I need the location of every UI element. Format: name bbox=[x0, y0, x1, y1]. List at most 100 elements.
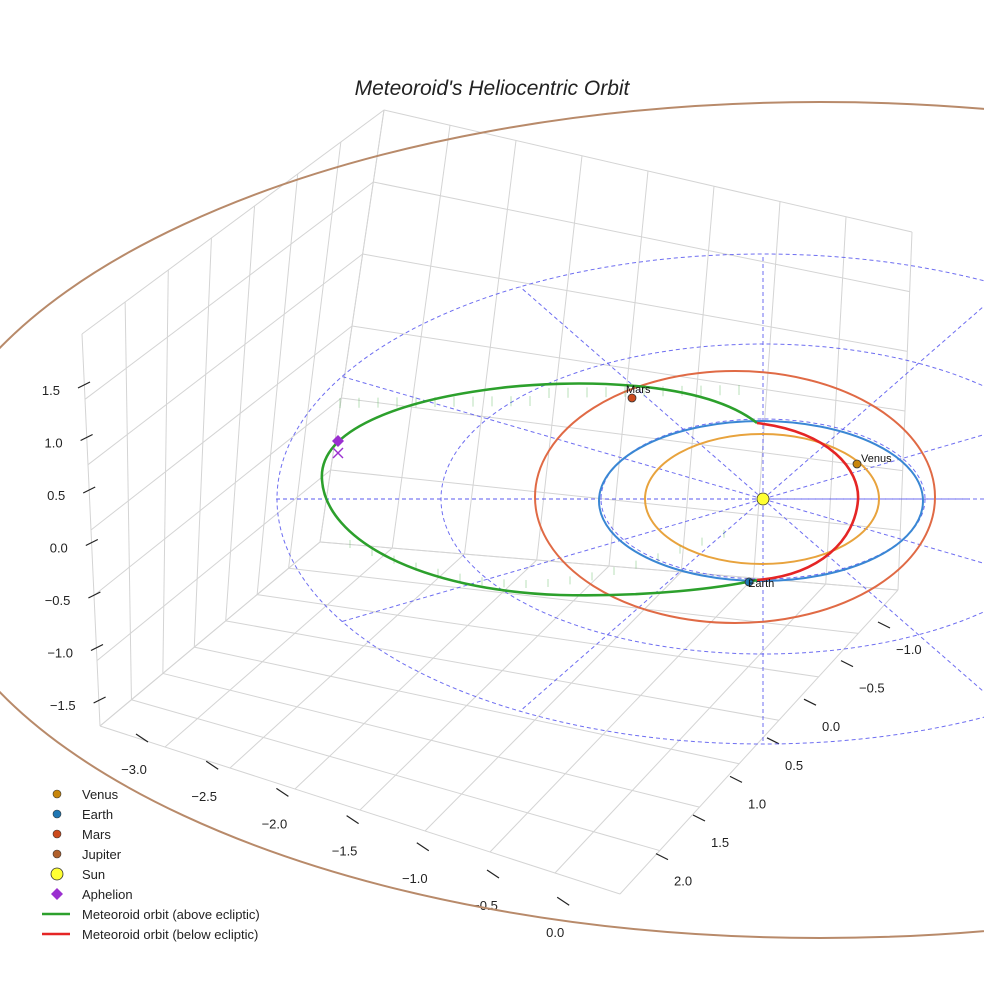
x-axis-tick-mark bbox=[486, 869, 500, 879]
y-axis-tick-label: 1.5 bbox=[711, 835, 729, 850]
left-wall-vertical-gridline bbox=[288, 141, 342, 569]
left-wall-vertical-gridline bbox=[225, 205, 256, 621]
x-axis-tick-mark bbox=[556, 896, 570, 906]
left-wall-horizontal-gridline bbox=[84, 181, 374, 400]
legend-label: Mars bbox=[82, 827, 111, 842]
left-wall-vertical-gridline bbox=[162, 269, 169, 674]
y-axis-tick-label: −1.0 bbox=[896, 642, 922, 657]
floor-gridline-b bbox=[294, 559, 538, 790]
legend-label: Sun bbox=[82, 867, 105, 882]
reference-spoke bbox=[519, 286, 764, 500]
y-axis-tick-label: 2.0 bbox=[674, 874, 692, 889]
z-axis-tick-label: 1.0 bbox=[45, 436, 63, 451]
floor-gridline-b bbox=[229, 553, 465, 769]
left-wall-horizontal-gridline bbox=[96, 469, 331, 662]
z-axis-tick-mark bbox=[82, 486, 96, 494]
x-axis-tick-mark bbox=[276, 787, 289, 797]
venus-orbit bbox=[644, 433, 880, 565]
reference-spoke bbox=[762, 498, 984, 693]
z-axis-tick-mark bbox=[93, 696, 106, 704]
earth-label: Earth bbox=[748, 578, 774, 590]
y-axis-tick-mark bbox=[655, 853, 669, 861]
back-wall-horizontal-gridline bbox=[330, 469, 901, 531]
left-wall-horizontal-gridline bbox=[93, 397, 342, 596]
reference-spoke bbox=[341, 376, 764, 500]
meteoroid-orbit-above-ecliptic bbox=[320, 382, 758, 597]
axes-gridlines bbox=[81, 109, 913, 895]
reference-spoke bbox=[341, 498, 764, 622]
left-wall-vertical-gridline bbox=[256, 173, 299, 595]
earth-orbit bbox=[598, 420, 924, 582]
legend-label: Meteoroid orbit (below ecliptic) bbox=[82, 927, 258, 942]
z-axis-tick-label: −1.0 bbox=[47, 646, 73, 661]
z-axis-tick-label: −1.5 bbox=[50, 698, 76, 713]
y-axis-tick-mark bbox=[840, 660, 854, 668]
legend-marker bbox=[52, 789, 62, 799]
y-axis-tick-label: 1.0 bbox=[748, 796, 766, 811]
z-axis-tick-label: 0.5 bbox=[47, 488, 65, 503]
reference-spoke bbox=[762, 305, 984, 500]
z-axis-tick-mark bbox=[77, 381, 91, 389]
y-axis-tick-label: 0.0 bbox=[822, 719, 840, 734]
floor-gridline-b bbox=[359, 565, 610, 811]
legend-marker bbox=[51, 888, 63, 900]
reference-spoke bbox=[519, 498, 764, 712]
ecliptic-reference-grid bbox=[276, 253, 984, 745]
x-axis-tick-label: −1.5 bbox=[332, 844, 358, 859]
mars-marker bbox=[627, 393, 637, 403]
legend-label: Jupiter bbox=[82, 847, 122, 862]
legend-marker bbox=[50, 867, 64, 881]
jupiter-orbit bbox=[0, 101, 984, 939]
aphelion-projection-marker bbox=[332, 447, 344, 459]
floor-gridline-b bbox=[489, 577, 754, 853]
y-axis-tick-mark bbox=[692, 814, 706, 822]
z-axis-tick-label: 0.0 bbox=[50, 541, 68, 556]
axis-ticks: 1.5 1.0 0.5 0.0 −0.5 −1.0 −1.5 −3.0 −2.5 −2.0 −1.5… bbox=[42, 381, 922, 940]
back-wall-horizontal-gridline bbox=[373, 181, 910, 293]
floor-gridline-b bbox=[424, 571, 682, 832]
legend-label: Aphelion bbox=[82, 887, 133, 902]
floor-gridline-b bbox=[554, 583, 827, 874]
z-axis-tick-mark bbox=[85, 538, 99, 547]
x-axis-tick-mark bbox=[135, 733, 149, 743]
earth-marker bbox=[744, 577, 754, 587]
mars-label: Mars bbox=[626, 384, 651, 396]
legend-label: Meteoroid orbit (above ecliptic) bbox=[82, 907, 260, 922]
legend-marker bbox=[52, 849, 62, 859]
y-axis-tick-label: 0.5 bbox=[785, 758, 803, 773]
y-axis-tick-mark bbox=[877, 621, 891, 629]
back-wall-horizontal-gridline bbox=[341, 397, 903, 472]
venus-marker bbox=[852, 459, 862, 469]
x-axis-tick-mark bbox=[205, 760, 219, 770]
chart-title: Meteoroid's Heliocentric Orbit bbox=[355, 77, 631, 100]
sun-marker bbox=[756, 492, 770, 506]
z-axis-tick-mark bbox=[88, 591, 101, 599]
x-axis-tick-mark bbox=[346, 815, 359, 825]
z-axis-tick-mark bbox=[90, 643, 104, 652]
left-wall-vertical-gridline bbox=[193, 237, 212, 648]
left-wall-horizontal-gridline bbox=[87, 253, 363, 466]
left-wall-vertical-gridline bbox=[124, 301, 132, 700]
left-wall-horizontal-gridline bbox=[81, 109, 385, 335]
back-wall-horizontal-gridline bbox=[351, 325, 906, 412]
x-axis-tick-label: −1.0 bbox=[402, 871, 428, 886]
meteoroid-orbit-below-ecliptic bbox=[756, 421, 860, 582]
z-axis-tick-mark bbox=[80, 433, 93, 442]
y-axis-tick-mark bbox=[729, 775, 743, 783]
left-wall-vertical-gridline bbox=[81, 333, 101, 727]
mars-orbit bbox=[534, 370, 936, 624]
x-axis-tick-label: 0.0 bbox=[546, 925, 564, 940]
left-wall-vertical-gridline bbox=[319, 109, 385, 543]
body-markers: Venus Earth Mars bbox=[332, 384, 892, 590]
legend-label: Venus bbox=[82, 787, 119, 802]
back-wall-horizontal-gridline bbox=[383, 109, 913, 233]
legend: Venus Earth Mars Jupiter Sun Aphelion Meteoroi… bbox=[42, 787, 260, 942]
legend-marker bbox=[52, 809, 62, 819]
back-wall-horizontal-gridline bbox=[362, 253, 908, 352]
y-axis-tick-mark bbox=[766, 737, 780, 745]
x-axis-tick-label: −2.5 bbox=[191, 789, 217, 804]
planet-orbits bbox=[0, 101, 984, 939]
z-axis-tick-label: −0.5 bbox=[45, 593, 71, 608]
reference-spoke bbox=[762, 498, 984, 564]
